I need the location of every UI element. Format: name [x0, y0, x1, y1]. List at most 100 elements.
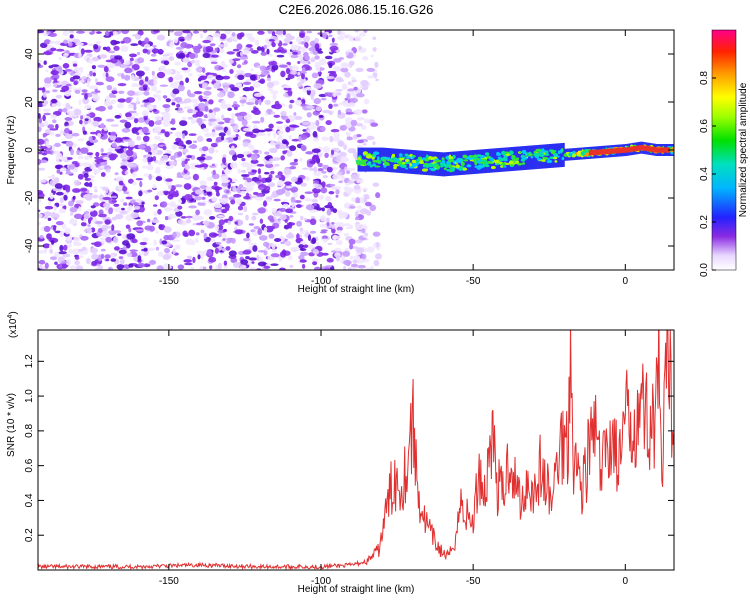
signal-core-segment	[608, 148, 611, 154]
noise-blob	[328, 62, 333, 69]
noise-blob	[253, 92, 263, 97]
noise-blob	[155, 246, 160, 251]
noise-blob	[290, 54, 299, 59]
noise-blob	[122, 36, 132, 44]
noise-blob	[317, 162, 323, 168]
noise-blob	[353, 86, 358, 91]
noise-blob	[276, 126, 283, 130]
noise-blob	[143, 99, 150, 103]
noise-blob	[208, 109, 213, 113]
noise-blob	[88, 142, 95, 146]
noise-blob	[105, 118, 115, 122]
signal-core-segment	[610, 148, 613, 154]
noise-blob	[239, 32, 245, 38]
noise-blob	[366, 67, 376, 72]
noise-blob	[298, 254, 305, 261]
noise-blob	[43, 60, 47, 65]
noise-blob	[184, 43, 193, 49]
noise-blob	[49, 131, 55, 136]
noise-blob	[108, 229, 117, 236]
noise-blob	[77, 138, 85, 142]
noise-blob	[90, 131, 97, 135]
noise-blob	[200, 229, 205, 234]
heatmap-x-tick-label: -50	[466, 276, 481, 287]
noise-blob	[65, 235, 73, 241]
noise-blob	[376, 247, 380, 251]
noise-blob	[285, 118, 291, 124]
noise-blob	[230, 178, 239, 183]
noise-blob	[241, 119, 248, 126]
noise-blob	[92, 94, 100, 102]
noise-blob	[288, 135, 292, 140]
noise-blob	[64, 117, 73, 121]
noise-blob	[38, 87, 45, 91]
noise-blob	[170, 82, 178, 89]
noise-blob	[102, 156, 110, 161]
noise-blob	[178, 146, 184, 150]
noise-blob	[156, 34, 166, 41]
noise-blob	[313, 266, 321, 270]
noise-blob	[202, 266, 207, 270]
noise-blob	[233, 127, 239, 133]
noise-blob	[105, 95, 110, 102]
noise-blob	[78, 206, 82, 212]
chart-title: C2E6.2026.086.15.16.G26	[279, 2, 434, 17]
noise-blob	[55, 40, 61, 46]
noise-blob	[51, 239, 55, 245]
colorbar-tick-label: 0.0	[699, 263, 710, 277]
noise-blob	[332, 66, 342, 72]
noise-blob	[268, 225, 276, 230]
noise-blob	[38, 151, 43, 155]
noise-blob	[223, 260, 228, 266]
colorbar-gradient	[711, 29, 737, 271]
signal-blob	[530, 156, 534, 159]
noise-blob	[185, 98, 192, 104]
noise-blob	[227, 107, 233, 112]
noise-blob	[257, 261, 267, 267]
signal-blob	[446, 169, 450, 172]
signal-blob	[559, 149, 563, 154]
signal-blob	[374, 165, 381, 168]
noise-blob	[55, 94, 63, 99]
signal-core-segment	[652, 146, 655, 153]
signal-blob	[554, 160, 558, 163]
signal-blob	[521, 156, 528, 160]
signal-blob	[448, 154, 452, 160]
noise-blob	[49, 248, 53, 254]
noise-blob	[356, 205, 362, 209]
noise-blob	[197, 254, 201, 260]
noise-blob	[221, 179, 230, 184]
noise-blob	[71, 132, 80, 137]
noise-blob	[361, 253, 367, 260]
signal-band-segment	[438, 152, 440, 177]
noise-blob	[150, 53, 157, 57]
noise-blob	[179, 200, 182, 204]
noise-blob	[120, 165, 128, 169]
noise-blob	[267, 88, 274, 91]
noise-blob	[311, 237, 317, 244]
noise-blob	[86, 113, 92, 117]
noise-blob	[45, 129, 52, 134]
noise-blob	[89, 85, 98, 90]
noise-blob	[335, 189, 340, 195]
signal-band-segment	[538, 144, 541, 169]
signal-core-segment	[666, 147, 669, 153]
noise-blob	[185, 218, 192, 224]
noise-blob	[270, 111, 276, 115]
noise-blob	[135, 100, 140, 105]
noise-blob	[103, 126, 109, 131]
noise-blob	[208, 99, 214, 105]
signal-core-segment	[619, 147, 622, 154]
noise-blob	[313, 98, 321, 105]
noise-blob	[79, 79, 85, 83]
noise-blob	[280, 70, 286, 78]
noise-blob	[300, 251, 309, 256]
noise-blob	[186, 89, 191, 97]
noise-blob	[320, 97, 327, 101]
noise-blob	[330, 129, 340, 133]
noise-blob	[229, 84, 235, 89]
signal-core-segment	[626, 147, 630, 153]
noise-blob	[300, 182, 307, 187]
signal-blob	[568, 152, 573, 157]
noise-blob	[52, 89, 58, 93]
